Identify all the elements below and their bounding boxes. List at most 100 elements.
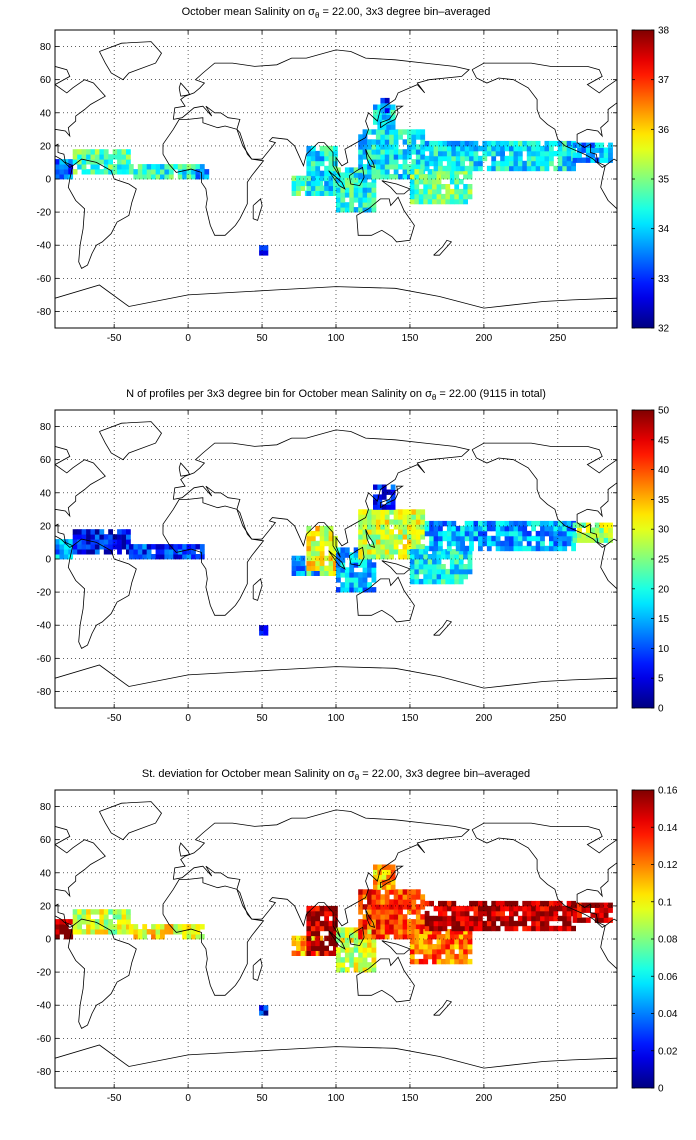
data-bin xyxy=(358,177,363,183)
data-bin xyxy=(384,169,390,175)
data-bin xyxy=(389,534,394,540)
data-bin xyxy=(386,884,392,890)
data-bin xyxy=(367,159,372,165)
data-bin xyxy=(336,587,341,593)
data-bin xyxy=(442,535,448,542)
data-bin xyxy=(473,140,479,147)
data-bin xyxy=(362,562,368,568)
data-bin xyxy=(486,165,492,172)
data-bin xyxy=(458,554,464,560)
data-bin xyxy=(324,570,329,576)
data-bin xyxy=(315,165,321,172)
data-bin xyxy=(522,530,528,537)
data-bin xyxy=(398,889,403,895)
data-bin xyxy=(367,904,372,910)
data-bin xyxy=(367,894,372,900)
data-bin xyxy=(296,565,301,571)
data-bin xyxy=(469,915,474,922)
data-bin xyxy=(442,915,448,922)
data-bin xyxy=(451,915,457,922)
data-bin xyxy=(340,587,346,593)
colorbar-gradient xyxy=(631,29,655,329)
data-bin xyxy=(344,942,350,948)
data-bin xyxy=(540,160,545,167)
data-bin xyxy=(133,924,139,930)
colorbar-tick-label: 0.12 xyxy=(658,860,678,871)
data-bin xyxy=(608,147,613,153)
data-bin xyxy=(424,155,430,162)
data-bin xyxy=(358,544,363,550)
data-bin xyxy=(358,134,363,140)
colorbar-tick-label: 0.06 xyxy=(658,972,678,983)
data-bin xyxy=(608,532,613,538)
data-bin xyxy=(411,894,417,900)
colorbar-tick-label: 36 xyxy=(658,125,670,136)
data-bin xyxy=(562,150,568,157)
data-bin xyxy=(324,925,329,932)
data-bin xyxy=(420,139,426,145)
data-bin xyxy=(94,164,100,170)
data-bin xyxy=(362,534,368,540)
data-bin xyxy=(81,164,87,170)
data-bin xyxy=(441,578,446,585)
data-bin xyxy=(491,535,497,542)
data-bin xyxy=(344,582,350,588)
data-bin xyxy=(384,899,390,905)
data-bin xyxy=(454,573,460,580)
data-bin xyxy=(324,170,329,177)
data-bin xyxy=(455,145,461,152)
data-bin xyxy=(204,169,210,175)
data-bin xyxy=(77,164,82,170)
data-bin xyxy=(384,889,390,895)
data-bin xyxy=(458,193,464,200)
data-bin xyxy=(402,894,408,900)
data-bin xyxy=(126,549,131,555)
data-bin xyxy=(449,944,455,950)
data-bin xyxy=(398,919,403,925)
data-bin xyxy=(544,520,550,527)
data-bin xyxy=(344,207,350,213)
data-bin xyxy=(407,144,412,150)
data-bin xyxy=(362,529,368,535)
data-bin xyxy=(438,160,443,167)
data-bin xyxy=(99,149,105,155)
data-bin xyxy=(380,919,386,925)
data-bin xyxy=(55,539,60,545)
data-bin xyxy=(319,190,325,196)
data-bin xyxy=(313,950,319,956)
data-bin xyxy=(324,555,329,562)
data-bin xyxy=(381,879,387,885)
data-bin xyxy=(340,567,346,573)
data-bin xyxy=(306,570,312,576)
data-bin xyxy=(291,185,297,191)
data-bin xyxy=(451,925,457,932)
data-bin xyxy=(603,157,609,163)
data-bin xyxy=(319,565,325,571)
data-bin xyxy=(389,139,394,145)
data-bin xyxy=(362,942,368,948)
data-bin xyxy=(389,889,394,895)
data-bin xyxy=(86,914,91,920)
data-bin xyxy=(603,902,609,908)
data-bin xyxy=(389,929,394,935)
data-bin xyxy=(441,169,446,175)
data-bin xyxy=(441,934,446,940)
data-bin xyxy=(473,160,479,167)
data-bin xyxy=(500,520,505,527)
data-bin xyxy=(259,630,264,636)
data-bin xyxy=(491,900,497,907)
data-bin xyxy=(373,864,378,870)
data-bin xyxy=(199,544,205,550)
colorbar-tick-label: 0.08 xyxy=(658,935,678,946)
data-bin xyxy=(454,934,460,940)
data-bin xyxy=(393,524,399,530)
data-bin xyxy=(371,947,377,953)
data-bin xyxy=(77,919,82,925)
data-bin xyxy=(423,193,429,200)
data-bin xyxy=(429,545,434,552)
data-bin xyxy=(389,529,394,535)
data-bin xyxy=(467,939,473,945)
data-bin xyxy=(77,549,82,555)
data-bin xyxy=(319,570,325,576)
data-bin xyxy=(68,929,74,935)
